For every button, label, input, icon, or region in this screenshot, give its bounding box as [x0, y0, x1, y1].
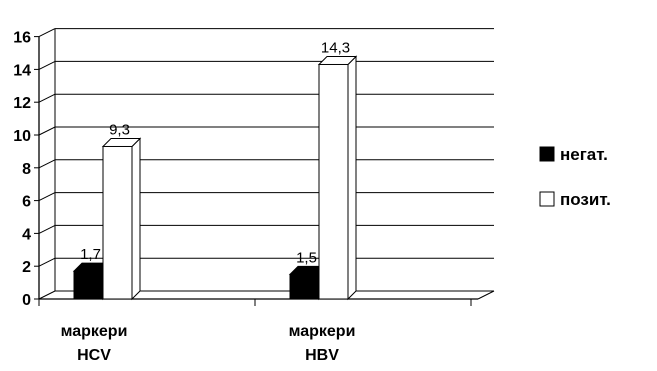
x-category-label-0-line-1: HCV: [77, 347, 111, 364]
bar-front-face: [102, 145, 133, 300]
data-label-позит.-0: 9,3: [109, 121, 130, 138]
gridline-depth-14: [38, 60, 56, 70]
gridline-depth-4: [38, 224, 56, 234]
data-labels: 1,7 1,5 9,3 14,3: [80, 39, 350, 266]
y-tick-label-0: 0: [22, 292, 31, 309]
gridline-depth-10: [38, 126, 56, 136]
data-label-позит.-1: 14,3: [321, 39, 350, 56]
bar-front-face: [318, 63, 349, 300]
legend: негат. позит.: [539, 145, 611, 209]
bar-front-face: [73, 270, 104, 300]
y-tick-label-10: 10: [13, 128, 31, 145]
x-category-label-1-line-1: HBV: [305, 347, 339, 364]
bar-позит.-0: [101, 137, 142, 301]
y-tick-label-6: 6: [22, 194, 31, 211]
y-tick-label-2: 2: [22, 259, 31, 276]
y-tick-label-16: 16: [13, 30, 31, 47]
gridline-depth-16: [38, 28, 56, 38]
legend-swatch-0: [539, 146, 555, 162]
y-tick-label-14: 14: [13, 62, 31, 79]
bar-side-face: [347, 55, 357, 301]
bar-front-face: [289, 273, 320, 300]
y-tick-label-4: 4: [22, 226, 31, 243]
legend-swatch-1: [539, 191, 555, 207]
y-axis-ticks: 0 2 4 6 8 10 12 14 16: [13, 30, 39, 309]
gridline-depth-8: [38, 159, 56, 169]
y-tick-label-12: 12: [13, 95, 31, 112]
legend-label-1: позит.: [560, 190, 611, 209]
legend-label-0: негат.: [560, 145, 608, 164]
x-axis-categories: маркери HCV маркери HBV: [61, 323, 356, 364]
x-category-label-0-line-0: маркери: [61, 323, 128, 340]
gridline-depth-0: [38, 290, 56, 300]
gridline-depth-6: [38, 192, 56, 202]
data-label-негат.-0: 1,7: [80, 246, 101, 263]
data-label-негат.-1: 1,5: [296, 249, 317, 266]
floor-right-edge: [477, 290, 495, 300]
bar-side-face: [131, 137, 141, 301]
gridline-depth-2: [38, 257, 56, 267]
x-category-label-1-line-0: маркери: [289, 323, 356, 340]
y-tick-label-8: 8: [22, 161, 31, 178]
bar-позит.-1: [317, 55, 358, 301]
gridline-depth-12: [38, 93, 56, 103]
bars: [72, 55, 358, 301]
